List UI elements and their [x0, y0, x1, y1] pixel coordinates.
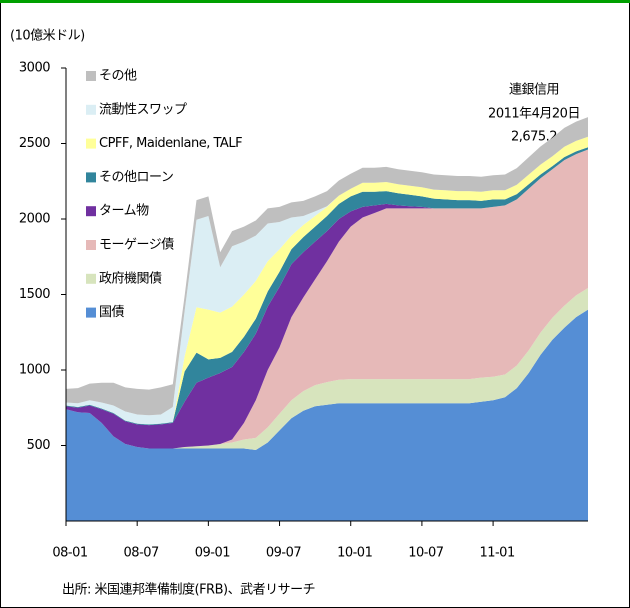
area [66, 136, 588, 425]
area [66, 117, 588, 416]
y-tick-label: 1500 [19, 287, 50, 302]
y-axis-label: (10億米ドル) [10, 28, 85, 44]
x-tick-label: 09-07 [266, 546, 302, 561]
legend-label: 国債 [99, 305, 125, 320]
annotation: 2011年4月20日 [488, 107, 580, 122]
x-tick-label: 10-01 [337, 546, 373, 561]
annotation: 連銀信用 [509, 83, 559, 98]
y-tick-label: 500 [27, 438, 51, 453]
legend-swatch [86, 273, 96, 284]
legend-swatch [86, 71, 96, 81]
x-tick-label: 09-01 [195, 546, 231, 561]
legend-label: モーゲージ債 [99, 238, 174, 253]
legend-label: その他 [99, 69, 137, 84]
legend-label: 政府機関債 [99, 271, 162, 286]
annotation: 2,675.2 [511, 130, 557, 145]
legend-label: その他ローン [99, 170, 173, 185]
area [66, 149, 588, 449]
x-tick-label: 11-01 [479, 546, 515, 561]
area [66, 309, 588, 521]
legend-swatch [86, 172, 96, 183]
legend-swatch [86, 104, 96, 115]
area [66, 147, 588, 426]
legend-swatch [86, 138, 96, 149]
legend-label: ターム物 [99, 204, 149, 219]
top-band [0, 0, 630, 3]
legend-swatch [86, 307, 96, 318]
source: 出所: 米国連邦準備制度(FRB)、武者リサーチ [62, 582, 315, 598]
y-tick-label: 2500 [19, 136, 50, 151]
legend-swatch [86, 240, 96, 250]
area [66, 149, 588, 449]
legend-label: 流動性スワップ [99, 102, 187, 117]
legend-swatch [86, 206, 96, 217]
x-tick-label: 08-07 [124, 546, 160, 561]
y-tick-label: 3000 [19, 61, 50, 76]
x-tick-label: 10-07 [408, 546, 444, 561]
x-tick-label: 08-01 [52, 546, 88, 561]
y-tick-label: 1000 [19, 363, 50, 378]
y-tick-label: 2000 [19, 212, 50, 227]
legend-label: CPFF, Maidenlane, TALF [99, 136, 242, 151]
